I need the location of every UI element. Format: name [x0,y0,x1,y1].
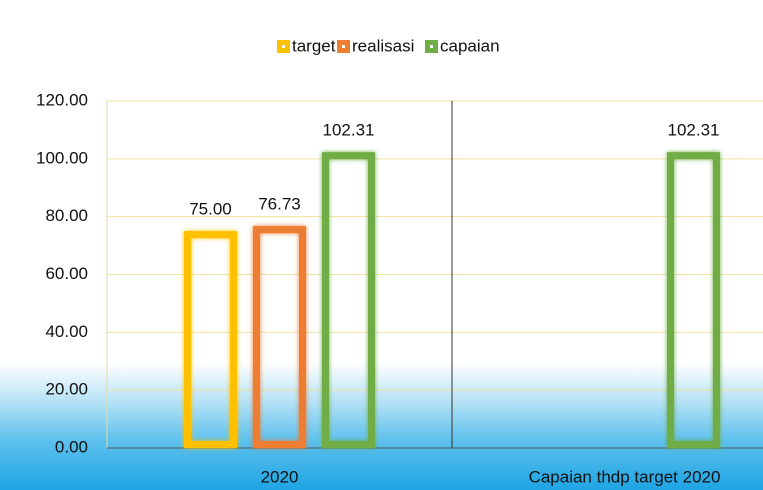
value-label: 75.00 [189,200,232,219]
x-tick-label: 2020 [261,467,299,486]
y-tick-label: 0.00 [55,437,88,456]
bar [322,152,375,448]
bar [667,152,720,448]
value-label: 102.31 [668,121,720,140]
legend-swatch-dot [342,45,345,48]
y-tick-label: 80.00 [45,206,88,225]
legend-swatch-dot [282,45,285,48]
legend-swatch-dot [430,45,433,48]
y-tick-label: 20.00 [45,380,88,399]
legend-label: realisasi [352,36,414,55]
y-tick-label: 60.00 [45,264,88,283]
x-tick-label: Capaian thdp target 2020 [529,467,721,486]
y-tick-label: 120.00 [36,90,88,109]
bar [253,226,306,448]
bar [184,231,237,448]
y-tick-label: 100.00 [36,148,88,167]
legend: target realisasi capaian [277,36,500,55]
value-label: 76.73 [258,195,301,214]
legend-label: capaian [440,36,500,55]
value-label: 102.31 [323,121,375,140]
y-tick-label: 40.00 [45,322,88,341]
legend-label: target [292,36,336,55]
